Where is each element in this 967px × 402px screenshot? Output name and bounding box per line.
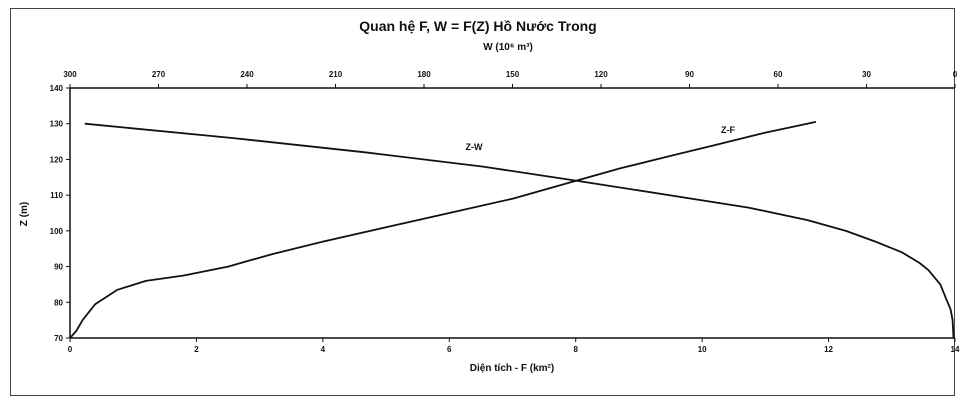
top-tick-label: 60 (774, 70, 783, 79)
bottom-tick-label: 6 (447, 345, 452, 354)
bottom-tick-label: 4 (321, 345, 326, 354)
chart-title: Quan hệ F, W = F(Z) Hồ Nước Trong (359, 18, 596, 34)
axes (69, 87, 955, 339)
top-tick-label: 90 (685, 70, 694, 79)
top-axis-label: W (10⁶ m³) (483, 42, 533, 53)
top-tick-label: 0 (953, 70, 958, 79)
y-tick-label: 120 (50, 155, 64, 164)
bottom-tick-label: 12 (824, 345, 833, 354)
series-lines (69, 121, 955, 339)
y-tick-label: 70 (54, 334, 63, 343)
y-tick-label: 110 (50, 191, 63, 200)
top-tick-label: 240 (240, 70, 254, 79)
bottom-tick-label: 8 (573, 345, 578, 354)
series-line-z-w (84, 122, 955, 339)
top-tick-label: 180 (417, 70, 431, 79)
y-tick-label: 130 (50, 120, 64, 129)
top-tick-label: 150 (506, 70, 520, 79)
y-tick-label: 90 (54, 263, 63, 272)
y-tick-label: 80 (54, 298, 63, 307)
top-tick-label: 120 (594, 70, 608, 79)
series-label-z-w: Z-W (466, 142, 483, 152)
series-label-z-f: Z-F (721, 125, 735, 135)
bottom-tick-label: 2 (194, 345, 199, 354)
chart-frame (10, 8, 955, 396)
top-tick-label: 30 (862, 70, 871, 79)
bottom-tick-label: 10 (698, 345, 707, 354)
top-tick-label: 270 (152, 70, 166, 79)
bottom-axis-label: Diện tích - F (km²) (470, 363, 554, 374)
series-labels: Z-F Z-W (466, 125, 736, 152)
bottom-tick-label: 0 (68, 345, 73, 354)
series-line-z-f (69, 121, 817, 339)
y-tick-label: 100 (50, 227, 64, 236)
top-tick-label: 300 (63, 70, 77, 79)
y-tick-label: 140 (50, 84, 64, 93)
top-tick-label: 210 (329, 70, 343, 79)
y-axis-label: Z (m) (19, 202, 30, 226)
bottom-tick-label: 14 (951, 345, 960, 354)
